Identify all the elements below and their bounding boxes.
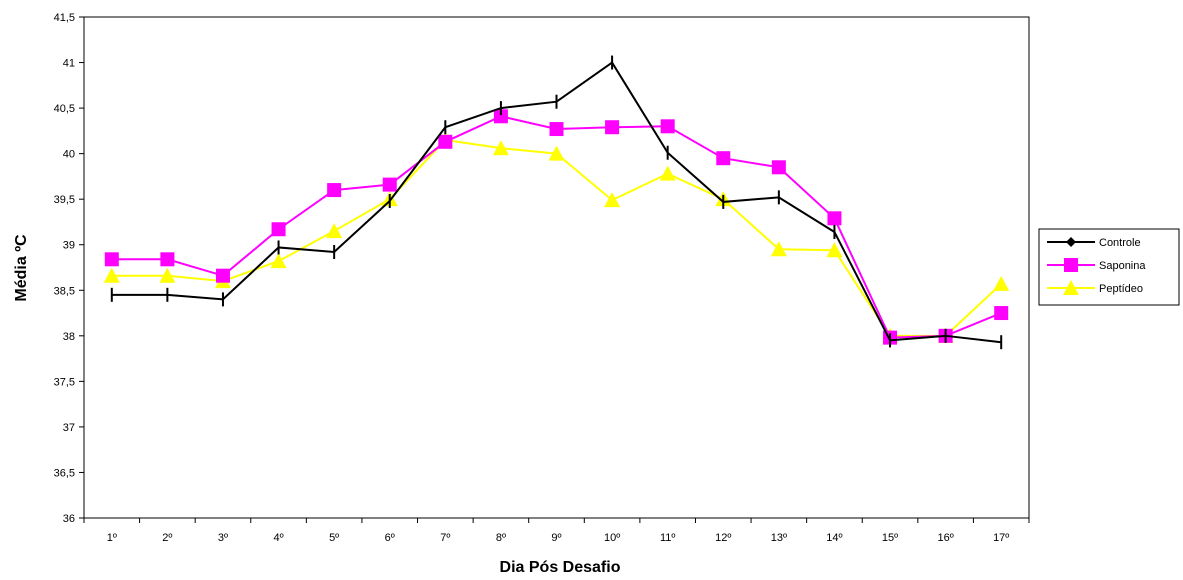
x-tick-label: 2º — [162, 532, 172, 544]
data-point-saponina-marker — [438, 134, 453, 149]
legend-item-controle: Controle — [1047, 237, 1141, 249]
data-point-saponina-marker — [271, 222, 286, 237]
y-tick-label: 40,5 — [54, 103, 75, 115]
legend-label: Saponina — [1099, 260, 1146, 272]
data-point-saponina-marker — [716, 151, 731, 166]
legend: Controle Saponina Peptídeo — [1038, 228, 1180, 306]
x-tick-label: 15º — [882, 532, 898, 544]
legend-swatch-marker — [1064, 258, 1078, 272]
x-tick-label: 13º — [771, 532, 787, 544]
data-point-peptdeo-marker — [492, 140, 509, 156]
data-point-peptdeo-marker — [604, 192, 621, 208]
data-point-peptdeo-marker — [993, 275, 1010, 291]
x-tick-label: 6º — [385, 532, 395, 544]
data-point-saponina-marker — [660, 119, 675, 134]
data-point-saponina-marker — [605, 120, 620, 135]
x-tick-label: 17º — [993, 532, 1009, 544]
y-tick-label: 37,5 — [54, 376, 75, 388]
data-point-peptdeo-marker — [159, 267, 176, 283]
plot-area: 36 36,5 37 37,5 38 38,5 39 39,5 40 40,5 41 41,5 1º 2º… — [54, 12, 1030, 544]
x-tick-label: 14º — [826, 532, 842, 544]
x-tick-label: 5º — [329, 532, 339, 544]
data-point-saponina-marker — [493, 109, 508, 124]
data-point-peptdeo-marker — [770, 241, 787, 257]
data-point-saponina-marker — [160, 252, 175, 267]
series-peptdeo — [103, 131, 1010, 343]
y-tick-label: 39 — [63, 240, 75, 252]
y-tick-label: 41,5 — [54, 12, 75, 24]
x-tick-label: 9º — [551, 532, 561, 544]
legend-swatch-marker — [1066, 237, 1076, 247]
x-tick-label: 11º — [660, 532, 675, 544]
data-point-saponina-marker — [549, 122, 564, 137]
x-axis-title: Dia Pós Desafio — [500, 559, 621, 576]
data-point-peptdeo-marker — [270, 253, 287, 269]
data-point-peptdeo-marker — [548, 145, 565, 161]
data-point-saponina-marker — [771, 160, 786, 175]
data-point-peptdeo-marker — [326, 223, 343, 239]
y-tick-label: 40 — [63, 149, 75, 161]
legend-item-peptdeo: Peptídeo — [1047, 280, 1143, 295]
x-tick-label: 8º — [496, 532, 506, 544]
data-point-peptdeo-marker — [659, 165, 676, 181]
data-point-peptdeo-marker — [103, 267, 120, 283]
y-tick-label: 41 — [63, 58, 75, 70]
legend-label: Peptídeo — [1099, 283, 1143, 295]
y-tick-label: 39,5 — [54, 194, 75, 206]
x-tick-label: 12º — [715, 532, 731, 544]
data-point-saponina-marker — [827, 211, 842, 226]
x-tick-label: 1º — [107, 532, 117, 544]
legend-label: Controle — [1099, 237, 1141, 249]
y-tick-label: 38 — [63, 331, 75, 343]
data-point-saponina-marker — [104, 252, 119, 267]
data-point-saponina-marker — [994, 306, 1009, 321]
legend-item-saponina: Saponina — [1047, 258, 1146, 272]
series-line-peptdeo — [111, 138, 1002, 337]
x-tick-label: 10º — [604, 532, 620, 544]
y-tick-label: 36,5 — [54, 467, 75, 479]
series-controle — [110, 55, 1003, 350]
legend-swatch-marker — [1063, 280, 1079, 295]
y-tick-label: 36 — [63, 513, 75, 525]
data-point-peptdeo-marker — [826, 242, 843, 258]
x-tick-label: 3º — [218, 532, 228, 544]
x-tick-label: 16º — [937, 532, 953, 544]
data-point-saponina-marker — [327, 183, 342, 198]
series-saponina — [104, 109, 1009, 345]
x-tick-label: 4º — [273, 532, 283, 544]
y-axis-title: Média ºC — [13, 234, 30, 302]
data-point-saponina-marker — [382, 177, 397, 192]
y-tick-label: 38,5 — [54, 285, 75, 297]
x-tick-label: 7º — [440, 532, 450, 544]
plot-frame — [83, 16, 1030, 519]
y-tick-label: 37 — [63, 422, 75, 434]
data-point-saponina-marker — [215, 268, 230, 283]
